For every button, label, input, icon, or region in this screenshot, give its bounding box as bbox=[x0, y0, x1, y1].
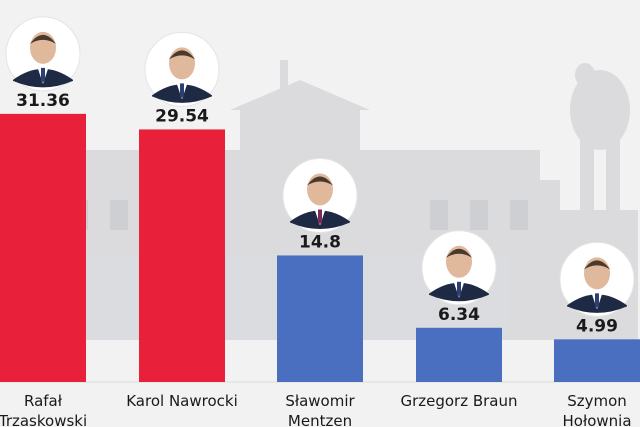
value-label: 4.99 bbox=[576, 316, 618, 336]
bar-group: 6.34 bbox=[416, 230, 502, 382]
category-label: Karol Nawrocki bbox=[126, 392, 238, 410]
candidate-portrait-icon bbox=[559, 241, 635, 317]
category-label: Grzegorz Braun bbox=[400, 392, 517, 410]
category-label: Hołownia bbox=[562, 412, 631, 427]
category-label: Trzaskowski bbox=[0, 412, 87, 427]
bar bbox=[554, 339, 640, 382]
bar-group: 14.8 bbox=[277, 157, 363, 382]
value-label: 29.54 bbox=[155, 106, 209, 126]
category-label: Szymon bbox=[567, 392, 627, 410]
bar-group: 4.99 bbox=[554, 241, 640, 382]
bar bbox=[139, 129, 225, 382]
category-label: Mentzen bbox=[288, 412, 352, 427]
bar-group: 29.54 bbox=[139, 31, 225, 382]
candidate-portrait-icon bbox=[144, 31, 220, 107]
bar bbox=[277, 255, 363, 382]
bar bbox=[0, 113, 86, 382]
candidate-portrait-icon bbox=[421, 230, 497, 306]
value-label: 31.36 bbox=[16, 91, 70, 111]
candidate-portrait-icon bbox=[5, 16, 81, 92]
category-label: Sławomir bbox=[285, 392, 355, 410]
category-label: Rafał bbox=[24, 392, 63, 410]
bar-group: 31.36 bbox=[0, 16, 86, 382]
value-label: 6.34 bbox=[438, 305, 480, 325]
value-label: 14.8 bbox=[299, 232, 341, 252]
bar bbox=[416, 327, 502, 382]
candidate-portrait-icon bbox=[282, 157, 358, 233]
